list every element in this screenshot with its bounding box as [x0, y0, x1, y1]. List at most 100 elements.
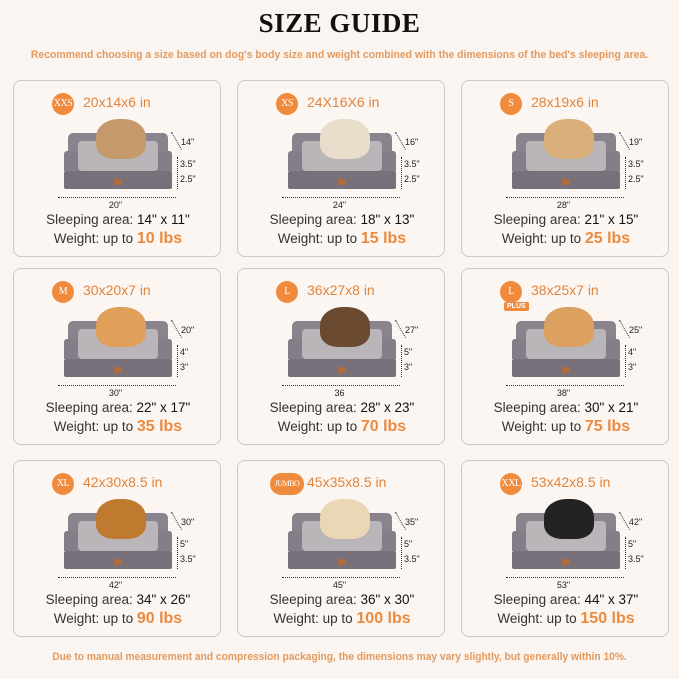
height-top-label: 5"	[404, 539, 413, 549]
bed-dimensions: 20x14x6 in	[83, 94, 151, 110]
size-badge: M	[52, 281, 74, 303]
bed-dimensions: 45x35x8.5 in	[307, 474, 387, 490]
sleeping-area: Sleeping area: 44" x 37"	[493, 592, 639, 607]
width-label: 24"	[332, 200, 347, 210]
size-badge: S	[500, 93, 522, 115]
size-badge: JUMBO	[270, 473, 304, 495]
sleeping-area: Sleeping area: 21" x 15"	[493, 212, 639, 227]
size-card: S 28x19x6 in 19" 3.5" 2.5" 28" Sleeping …	[461, 80, 669, 257]
size-card: M 30x20x7 in 20" 4" 3" 30" Sleeping area…	[13, 268, 221, 445]
size-card: XXL 53x42x8.5 in 42" 5" 3.5" 53" Sleepin…	[461, 460, 669, 637]
weight-limit: Weight: up to 70 lbs	[277, 418, 407, 435]
depth-label: 27"	[405, 325, 419, 335]
sleeping-area: Sleeping area: 30" x 21"	[493, 400, 639, 415]
depth-label: 14"	[181, 137, 195, 147]
depth-label: 30"	[181, 517, 195, 527]
bed-image	[288, 119, 396, 189]
bed-dimensions: 28x19x6 in	[531, 94, 599, 110]
depth-label: 20"	[181, 325, 195, 335]
width-label: 42"	[108, 580, 123, 590]
dog-image	[96, 499, 146, 539]
height-top-label: 5"	[180, 539, 189, 549]
sleeping-area: Sleeping area: 28" x 23"	[269, 400, 415, 415]
depth-label: 35"	[405, 517, 419, 527]
bed-image	[288, 499, 396, 569]
weight-limit: Weight: up to 15 lbs	[277, 230, 407, 247]
size-card: L PLUS 38x25x7 in 25" 4" 3" 38" Sleeping…	[461, 268, 669, 445]
weight-limit: Weight: up to 100 lbs	[273, 610, 411, 627]
plus-badge: PLUS	[504, 302, 529, 311]
size-badge: XXS	[52, 93, 74, 115]
size-badge: L	[500, 281, 522, 303]
dog-image	[320, 499, 370, 539]
height-base-label: 3"	[628, 362, 637, 372]
height-top-label: 4"	[628, 347, 637, 357]
bed-image	[64, 119, 172, 189]
bed-image	[64, 307, 172, 377]
dog-image	[544, 307, 594, 347]
bed-dimensions: 30x20x7 in	[83, 282, 151, 298]
height-top-label: 3.5"	[404, 159, 420, 169]
dog-image	[544, 499, 594, 539]
height-base-label: 3.5"	[180, 554, 196, 564]
size-badge: L	[276, 281, 298, 303]
width-label: 45"	[332, 580, 347, 590]
weight-limit: Weight: up to 10 lbs	[53, 230, 183, 247]
bed-dimensions: 42x30x8.5 in	[83, 474, 163, 490]
height-base-label: 2.5"	[404, 174, 420, 184]
bed-image	[512, 307, 620, 377]
height-top-label: 3.5"	[180, 159, 196, 169]
height-base-label: 3"	[404, 362, 413, 372]
height-base-label: 2.5"	[628, 174, 644, 184]
size-card: XL 42x30x8.5 in 30" 5" 3.5" 42" Sleeping…	[13, 460, 221, 637]
cat-image	[96, 119, 146, 159]
bed-dimensions: 36x27x8 in	[307, 282, 375, 298]
sleeping-area: Sleeping area: 18" x 13"	[269, 212, 415, 227]
weight-limit: Weight: up to 90 lbs	[53, 610, 183, 627]
bed-image	[288, 307, 396, 377]
size-card: L 36x27x8 in 27" 5" 3" 36 Sleeping area:…	[237, 268, 445, 445]
depth-label: 25"	[629, 325, 643, 335]
height-base-label: 3.5"	[628, 554, 644, 564]
footer-note: Due to manual measurement and compressio…	[52, 651, 627, 663]
size-card: XS 24X16X6 in 16" 3.5" 2.5" 24" Sleeping…	[237, 80, 445, 257]
sleeping-area: Sleeping area: 22" x 17"	[45, 400, 191, 415]
dog-image	[320, 119, 370, 159]
sleeping-area: Sleeping area: 36" x 30"	[269, 592, 415, 607]
size-card: XXS 20x14x6 in 14" 3.5" 2.5" 20" Sleepin…	[13, 80, 221, 257]
depth-label: 19"	[629, 137, 643, 147]
height-top-label: 5"	[628, 539, 637, 549]
height-base-label: 2.5"	[180, 174, 196, 184]
height-base-label: 3"	[180, 362, 189, 372]
depth-label: 42"	[629, 517, 643, 527]
page-title: SIZE GUIDE	[258, 8, 421, 38]
size-badge: XS	[276, 93, 298, 115]
size-badge: XXL	[500, 473, 522, 495]
width-label: 28"	[556, 200, 571, 210]
weight-limit: Weight: up to 35 lbs	[53, 418, 183, 435]
height-top-label: 3.5"	[628, 159, 644, 169]
width-label: 38"	[556, 388, 571, 398]
height-top-label: 4"	[180, 347, 189, 357]
size-badge: XL	[52, 473, 74, 495]
bed-dimensions: 38x25x7 in	[531, 282, 599, 298]
bed-image	[512, 499, 620, 569]
width-label: 30"	[108, 388, 123, 398]
height-base-label: 3.5"	[404, 554, 420, 564]
bed-dimensions: 24X16X6 in	[307, 94, 380, 110]
depth-label: 16"	[405, 137, 419, 147]
weight-limit: Weight: up to 75 lbs	[501, 418, 631, 435]
sleeping-area: Sleeping area: 34" x 26"	[45, 592, 191, 607]
dog-image	[320, 307, 370, 347]
weight-limit: Weight: up to 150 lbs	[497, 610, 635, 627]
sleeping-area: Sleeping area: 14" x 11"	[46, 212, 190, 227]
bed-dimensions: 53x42x8.5 in	[531, 474, 611, 490]
weight-limit: Weight: up to 25 lbs	[501, 230, 631, 247]
width-label: 36	[334, 388, 345, 398]
subtitle: Recommend choosing a size based on dog's…	[30, 49, 649, 61]
bed-image	[512, 119, 620, 189]
width-label: 53"	[556, 580, 571, 590]
size-card: JUMBO 45x35x8.5 in 35" 5" 3.5" 45" Sleep…	[237, 460, 445, 637]
bed-image	[64, 499, 172, 569]
dog-image	[96, 307, 146, 347]
